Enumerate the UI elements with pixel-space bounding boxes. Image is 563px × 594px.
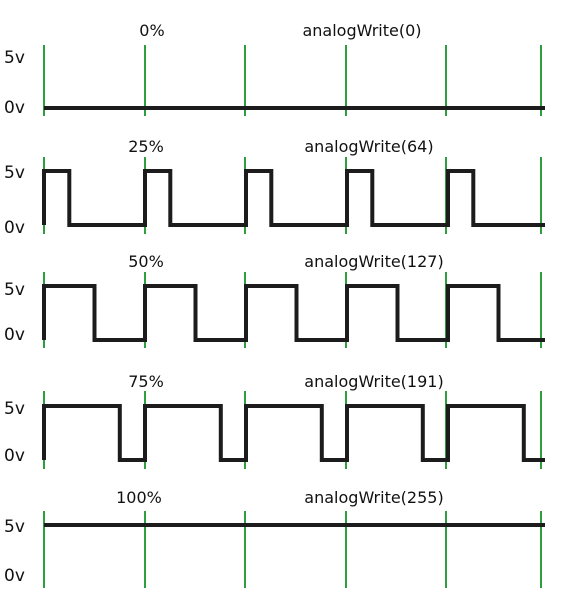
voltage-low-label: 0v <box>4 446 25 466</box>
pwm-signal <box>44 286 545 340</box>
period-gridlines <box>44 272 541 348</box>
pwm-panel-75: 75% analogWrite(191) 5v 0v <box>4 372 545 469</box>
pwm-signal <box>44 171 545 225</box>
voltage-high-label: 5v <box>4 48 25 68</box>
duty-label: 25% <box>128 137 164 156</box>
pwm-signal <box>44 406 545 460</box>
pwm-panel-100: 100% analogWrite(255) 5v 0v <box>4 488 545 588</box>
duty-label: 0% <box>139 21 164 40</box>
voltage-high-label: 5v <box>4 163 25 183</box>
period-gridlines <box>44 511 541 588</box>
analogwrite-label: analogWrite(191) <box>304 372 443 391</box>
analogwrite-label: analogWrite(64) <box>304 137 433 156</box>
duty-label: 50% <box>128 252 164 271</box>
voltage-low-label: 0v <box>4 325 25 345</box>
period-gridlines <box>44 45 541 116</box>
voltage-low-label: 0v <box>4 566 25 586</box>
analogwrite-label: analogWrite(255) <box>304 488 443 507</box>
pwm-panel-0: 0% analogWrite(0) 5v 0v <box>4 21 545 118</box>
voltage-low-label: 0v <box>4 218 25 238</box>
voltage-low-label: 0v <box>4 98 25 118</box>
voltage-high-label: 5v <box>4 280 25 300</box>
analogwrite-label: analogWrite(127) <box>304 252 443 271</box>
pwm-panel-25: 25% analogWrite(64) 5v 0v <box>4 137 545 238</box>
analogwrite-label: analogWrite(0) <box>302 21 421 40</box>
duty-label: 75% <box>128 372 164 391</box>
pwm-panel-50: 50% analogWrite(127) 5v 0v <box>4 252 545 348</box>
voltage-high-label: 5v <box>4 517 25 537</box>
voltage-high-label: 5v <box>4 399 25 419</box>
duty-label: 100% <box>116 488 162 507</box>
period-gridlines <box>44 157 541 234</box>
